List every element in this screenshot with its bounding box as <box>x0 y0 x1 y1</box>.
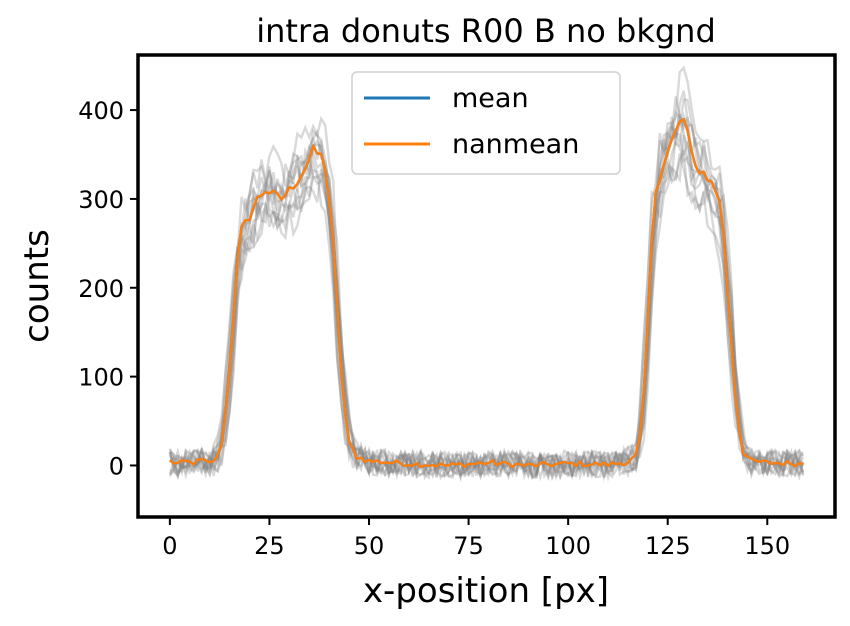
x-axis-ticks: 0 25 50 75 100 125 150 <box>162 517 790 560</box>
y-tick-label: 100 <box>78 364 124 392</box>
legend: mean nanmean <box>351 71 621 175</box>
plot-frame <box>136 53 837 519</box>
y-axis-label: counts <box>17 229 57 343</box>
individual-trace <box>169 134 805 480</box>
x-axis-label: x-position [px] <box>363 571 609 611</box>
x-tick-label: 0 <box>162 532 177 560</box>
individual-trace <box>168 96 805 482</box>
individual-trace <box>168 140 805 481</box>
y-tick-label: 0 <box>109 452 124 480</box>
x-tick-label: 150 <box>744 532 790 560</box>
y-tick-label: 200 <box>78 275 124 303</box>
individual-trace <box>168 90 804 482</box>
x-tick-label: 25 <box>254 532 285 560</box>
y-tick-label: 300 <box>78 186 124 214</box>
x-tick-label: 75 <box>453 532 484 560</box>
individual-trace <box>168 153 805 482</box>
individual-trace <box>168 109 804 483</box>
series-line-nanmean <box>169 117 804 469</box>
y-axis-ticks: 0 100 200 300 400 <box>78 97 138 480</box>
chart-title: intra donuts R00 B no bkgnd <box>256 12 716 50</box>
x-tick-label: 100 <box>545 532 591 560</box>
individual-trace <box>168 113 805 480</box>
individual-trace <box>168 65 804 482</box>
x-tick-label: 125 <box>645 532 691 560</box>
individual-trace <box>169 149 805 480</box>
mean-lines <box>169 117 804 469</box>
legend-label-nanmean: nanmean <box>452 129 579 160</box>
y-tick-label: 400 <box>78 97 124 125</box>
x-tick-label: 50 <box>354 532 385 560</box>
legend-label-mean: mean <box>452 83 529 114</box>
